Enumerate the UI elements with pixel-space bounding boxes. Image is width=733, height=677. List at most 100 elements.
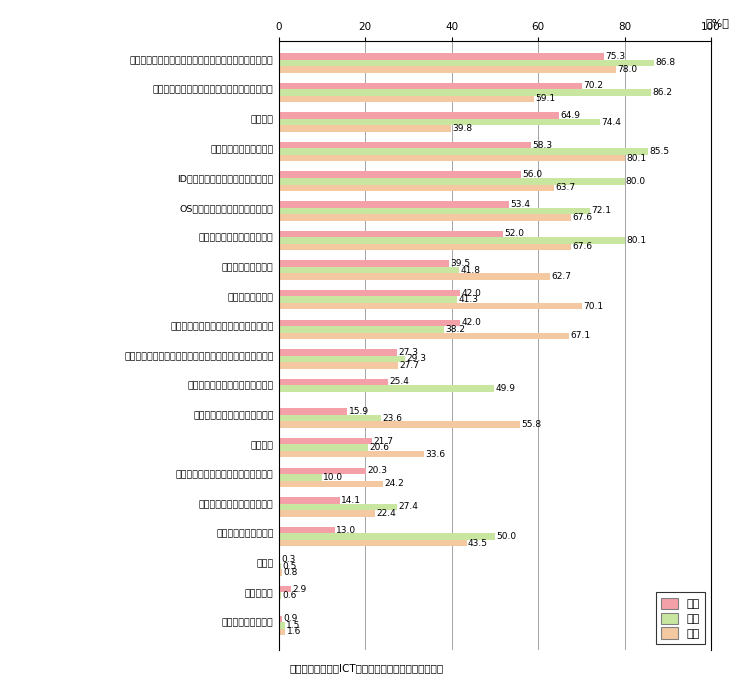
Text: 52.0: 52.0 bbox=[505, 230, 525, 238]
Text: 29.3: 29.3 bbox=[407, 354, 427, 364]
Bar bbox=[279, 297, 457, 303]
Text: 63.7: 63.7 bbox=[556, 183, 575, 192]
Bar bbox=[279, 481, 383, 487]
Text: 0.5: 0.5 bbox=[282, 562, 296, 571]
Text: 1.6: 1.6 bbox=[287, 628, 301, 636]
Text: 0.9: 0.9 bbox=[284, 614, 298, 624]
Text: 56.0: 56.0 bbox=[522, 170, 542, 179]
Text: 24.2: 24.2 bbox=[385, 479, 404, 488]
Text: 33.6: 33.6 bbox=[425, 450, 445, 459]
Text: 85.5: 85.5 bbox=[649, 147, 670, 156]
Text: 10.0: 10.0 bbox=[323, 473, 343, 482]
Bar bbox=[279, 66, 616, 72]
Bar bbox=[279, 201, 509, 208]
Bar bbox=[279, 474, 322, 481]
Text: 41.8: 41.8 bbox=[460, 265, 481, 275]
Bar bbox=[279, 349, 397, 355]
Text: 27.4: 27.4 bbox=[398, 502, 419, 511]
Bar bbox=[279, 237, 625, 244]
Bar bbox=[279, 53, 604, 60]
Text: 21.7: 21.7 bbox=[374, 437, 394, 445]
Bar bbox=[279, 622, 285, 629]
Text: 23.6: 23.6 bbox=[382, 414, 402, 422]
Text: 67.6: 67.6 bbox=[572, 213, 592, 222]
Text: 0.3: 0.3 bbox=[281, 555, 295, 564]
Bar bbox=[279, 320, 460, 326]
Text: 70.2: 70.2 bbox=[583, 81, 603, 91]
Text: 80.1: 80.1 bbox=[626, 154, 647, 162]
Bar bbox=[279, 214, 571, 221]
Text: 67.6: 67.6 bbox=[572, 242, 592, 251]
Bar bbox=[279, 378, 388, 385]
Text: 2.9: 2.9 bbox=[292, 585, 306, 594]
Bar bbox=[279, 451, 424, 458]
Bar bbox=[279, 438, 372, 445]
Bar bbox=[279, 142, 531, 148]
Bar bbox=[279, 326, 443, 332]
Text: 39.8: 39.8 bbox=[452, 124, 472, 133]
Text: 0.8: 0.8 bbox=[283, 568, 298, 577]
Text: （%）: （%） bbox=[705, 18, 729, 28]
Text: 55.8: 55.8 bbox=[521, 420, 541, 429]
Bar bbox=[279, 497, 339, 504]
Bar bbox=[279, 178, 625, 185]
Bar bbox=[279, 303, 582, 309]
Bar bbox=[279, 586, 291, 592]
Bar bbox=[279, 540, 467, 546]
Text: 14.1: 14.1 bbox=[341, 496, 361, 505]
Bar bbox=[279, 563, 281, 569]
Text: 22.4: 22.4 bbox=[377, 509, 397, 518]
Bar bbox=[279, 556, 280, 563]
Bar bbox=[279, 231, 504, 237]
Text: 58.3: 58.3 bbox=[532, 141, 552, 150]
Text: 53.4: 53.4 bbox=[511, 200, 531, 209]
Text: 80.0: 80.0 bbox=[626, 177, 646, 185]
Text: 62.7: 62.7 bbox=[551, 272, 571, 281]
Bar bbox=[279, 421, 520, 428]
Text: 50.0: 50.0 bbox=[496, 532, 516, 541]
Text: 86.8: 86.8 bbox=[655, 58, 675, 67]
Text: 70.1: 70.1 bbox=[583, 302, 603, 311]
Bar bbox=[279, 260, 449, 267]
Bar bbox=[279, 415, 380, 421]
Text: 15.9: 15.9 bbox=[349, 407, 369, 416]
Bar bbox=[279, 362, 398, 369]
Text: 25.4: 25.4 bbox=[390, 378, 410, 387]
Bar bbox=[279, 504, 397, 510]
Legend: 日本, 米国, 韓国: 日本, 米国, 韓国 bbox=[655, 592, 705, 645]
Text: 20.6: 20.6 bbox=[369, 443, 389, 452]
Bar bbox=[279, 274, 550, 280]
Bar bbox=[279, 527, 335, 533]
Text: 78.0: 78.0 bbox=[617, 65, 637, 74]
Text: 72.1: 72.1 bbox=[592, 206, 611, 215]
Bar bbox=[279, 148, 648, 155]
Bar bbox=[279, 408, 347, 415]
Text: 20.3: 20.3 bbox=[368, 466, 388, 475]
Text: 27.3: 27.3 bbox=[398, 348, 418, 357]
Bar bbox=[279, 569, 282, 576]
Text: 42.0: 42.0 bbox=[462, 288, 482, 298]
Text: 86.2: 86.2 bbox=[652, 88, 673, 97]
Text: 74.4: 74.4 bbox=[602, 118, 622, 127]
Text: （出典）「企業のICT活用現状調査」（ウェブ調査）: （出典）「企業のICT活用現状調査」（ウェブ調査） bbox=[290, 663, 443, 674]
Bar bbox=[279, 355, 405, 362]
Text: 67.1: 67.1 bbox=[570, 331, 590, 341]
Bar bbox=[279, 118, 600, 125]
Bar bbox=[279, 83, 582, 89]
Bar bbox=[279, 615, 282, 622]
Bar bbox=[279, 208, 590, 214]
Text: 0.6: 0.6 bbox=[282, 591, 297, 600]
Bar bbox=[279, 332, 569, 339]
Bar bbox=[279, 267, 460, 274]
Bar bbox=[279, 60, 654, 66]
Bar bbox=[279, 155, 625, 161]
Bar bbox=[279, 510, 375, 517]
Bar bbox=[279, 468, 366, 474]
Bar bbox=[279, 244, 571, 250]
Bar bbox=[279, 385, 494, 392]
Bar bbox=[279, 445, 368, 451]
Bar bbox=[279, 95, 534, 102]
Text: 75.3: 75.3 bbox=[605, 52, 625, 61]
Bar bbox=[279, 171, 520, 178]
Text: 59.1: 59.1 bbox=[535, 95, 556, 104]
